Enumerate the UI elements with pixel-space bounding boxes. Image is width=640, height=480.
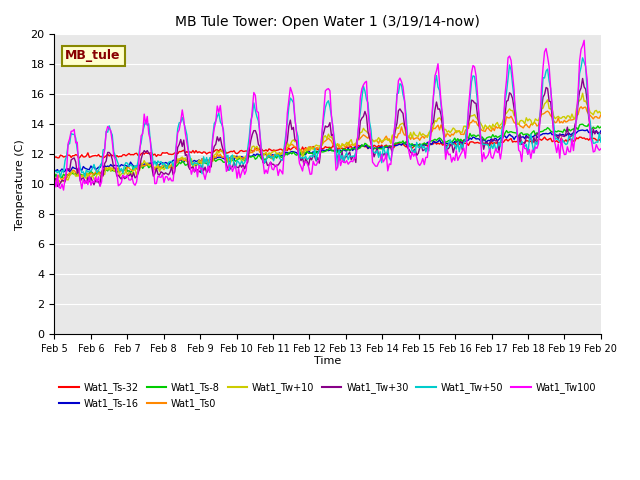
Wat1_Ts-8: [58, 175, 66, 181]
Wat1_Ts-32: [233, 151, 241, 156]
Line: Wat1_Tw100: Wat1_Tw100: [54, 40, 601, 190]
Wat1_Ts-16: [568, 131, 576, 137]
Wat1_Tw+10: [215, 150, 223, 156]
Wat1_Ts-8: [568, 127, 576, 132]
Wat1_Tw+30: [119, 172, 127, 178]
Line: Wat1_Ts-8: Wat1_Ts-8: [54, 124, 601, 178]
Wat1_Ts-16: [51, 168, 58, 173]
Wat1_Tw+10: [568, 111, 576, 117]
Wat1_Ts-32: [541, 134, 548, 140]
Line: Wat1_Tw+50: Wat1_Tw+50: [54, 58, 601, 177]
Wat1_Ts0: [51, 177, 58, 182]
Wat1_Ts-8: [119, 168, 127, 174]
Wat1_Tw100: [215, 109, 223, 115]
Wat1_Tw+10: [119, 170, 127, 176]
Wat1_Tw100: [580, 37, 588, 43]
Text: MB_tule: MB_tule: [65, 49, 121, 62]
Wat1_Ts-32: [119, 152, 127, 158]
Wat1_Tw+30: [579, 75, 586, 81]
Wat1_Tw100: [568, 136, 576, 142]
Wat1_Tw+50: [215, 110, 223, 116]
Wat1_Tw+50: [291, 116, 299, 121]
Wat1_Ts-16: [243, 155, 250, 161]
X-axis label: Time: Time: [314, 356, 341, 366]
Wat1_Ts-32: [215, 148, 223, 154]
Wat1_Tw+50: [597, 139, 605, 145]
Wat1_Ts-16: [233, 154, 241, 159]
Wat1_Tw100: [243, 168, 250, 173]
Wat1_Tw+30: [243, 162, 250, 168]
Wat1_Tw+50: [568, 142, 576, 147]
Wat1_Tw+30: [568, 133, 576, 139]
Wat1_Ts0: [291, 144, 299, 150]
Wat1_Tw+30: [291, 137, 299, 143]
Line: Wat1_Ts-32: Wat1_Ts-32: [54, 137, 601, 158]
Wat1_Ts-8: [233, 157, 241, 163]
Wat1_Ts-8: [243, 157, 250, 163]
Wat1_Tw+30: [597, 131, 605, 136]
Wat1_Ts-32: [51, 155, 58, 160]
Line: Wat1_Tw+30: Wat1_Tw+30: [54, 78, 601, 186]
Wat1_Ts0: [597, 112, 605, 118]
Wat1_Tw+30: [54, 183, 61, 189]
Wat1_Tw+30: [233, 164, 241, 170]
Wat1_Tw+30: [215, 138, 223, 144]
Wat1_Tw+10: [243, 153, 250, 158]
Wat1_Tw+10: [579, 90, 586, 96]
Y-axis label: Temperature (C): Temperature (C): [15, 139, 25, 230]
Wat1_Tw+10: [291, 139, 299, 144]
Wat1_Ts0: [233, 155, 241, 160]
Wat1_Ts-32: [243, 148, 250, 154]
Wat1_Tw+50: [51, 168, 58, 174]
Wat1_Tw+10: [233, 156, 241, 162]
Wat1_Tw+50: [233, 157, 241, 163]
Title: MB Tule Tower: Open Water 1 (3/19/14-now): MB Tule Tower: Open Water 1 (3/19/14-now…: [175, 15, 480, 29]
Wat1_Ts-16: [215, 154, 223, 160]
Wat1_Ts-16: [583, 127, 591, 132]
Wat1_Ts-16: [291, 149, 299, 155]
Wat1_Ts-16: [60, 169, 67, 175]
Wat1_Tw100: [60, 187, 67, 193]
Wat1_Tw+50: [579, 55, 586, 61]
Wat1_Tw100: [597, 146, 605, 152]
Wat1_Ts-32: [75, 156, 83, 161]
Wat1_Tw100: [51, 176, 58, 182]
Wat1_Ts-32: [570, 138, 577, 144]
Wat1_Ts0: [119, 168, 127, 173]
Wat1_Ts-8: [585, 121, 593, 127]
Wat1_Tw100: [119, 172, 127, 178]
Line: Wat1_Tw+10: Wat1_Tw+10: [54, 93, 601, 183]
Wat1_Tw+10: [597, 110, 605, 116]
Wat1_Ts-16: [597, 128, 605, 134]
Wat1_Ts-16: [119, 163, 127, 168]
Line: Wat1_Ts-16: Wat1_Ts-16: [54, 130, 601, 172]
Wat1_Ts-8: [597, 124, 605, 130]
Wat1_Ts0: [577, 104, 585, 109]
Wat1_Ts0: [58, 178, 66, 183]
Wat1_Ts-32: [597, 135, 605, 141]
Wat1_Tw+50: [119, 170, 127, 176]
Wat1_Tw100: [291, 115, 299, 121]
Wat1_Ts0: [243, 155, 250, 160]
Wat1_Ts-8: [291, 151, 299, 157]
Legend: Wat1_Ts-32, Wat1_Ts-16, Wat1_Ts-8, Wat1_Ts0, Wat1_Tw+10, Wat1_Tw+30, Wat1_Tw+50,: Wat1_Ts-32, Wat1_Ts-16, Wat1_Ts-8, Wat1_…: [56, 378, 600, 413]
Wat1_Tw+50: [243, 156, 250, 161]
Wat1_Ts-8: [215, 156, 223, 162]
Wat1_Tw100: [233, 175, 241, 181]
Wat1_Tw+10: [51, 179, 58, 184]
Wat1_Ts-8: [51, 175, 58, 180]
Wat1_Tw+10: [54, 180, 61, 186]
Wat1_Ts0: [568, 117, 576, 123]
Wat1_Ts0: [215, 154, 223, 159]
Wat1_Ts-32: [291, 144, 299, 150]
Wat1_Tw+30: [51, 177, 58, 182]
Line: Wat1_Ts0: Wat1_Ts0: [54, 107, 601, 180]
Wat1_Tw+50: [57, 174, 65, 180]
